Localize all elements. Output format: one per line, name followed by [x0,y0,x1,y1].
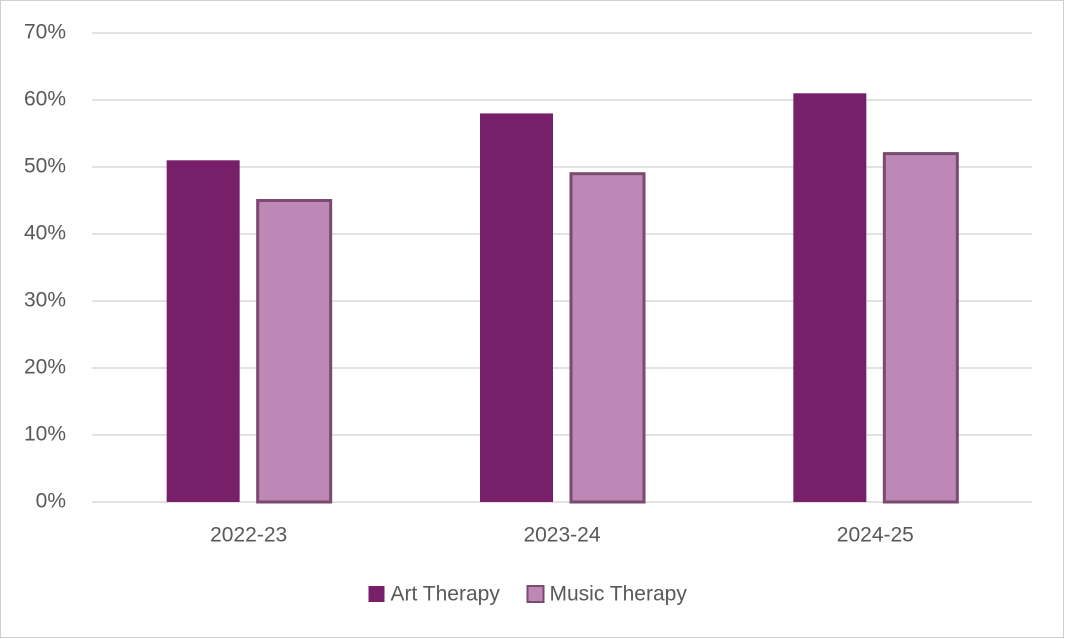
x-tick-label: 2022-23 [210,524,287,547]
bar [569,172,646,504]
y-tick-label: 10% [24,423,66,446]
y-tick-label: 30% [24,289,66,312]
y-tick-label: 70% [24,21,66,44]
bar [882,152,959,504]
y-tick-label: 0% [36,490,66,513]
bar [480,113,553,503]
y-tick-label: 60% [24,88,66,111]
x-tick-label: 2024-25 [837,524,914,547]
x-tick-label: 2023-24 [523,524,600,547]
bar [256,199,333,504]
legend-label: Art Therapy [391,583,501,606]
bar [793,93,867,503]
legend-label: Music Therapy [550,583,688,606]
bar [166,160,240,503]
y-tick-label: 50% [24,155,66,178]
legend-swatch [526,585,545,603]
y-tick-label: 20% [24,356,66,379]
y-tick-label: 40% [24,222,66,245]
legend-swatch [368,586,385,602]
